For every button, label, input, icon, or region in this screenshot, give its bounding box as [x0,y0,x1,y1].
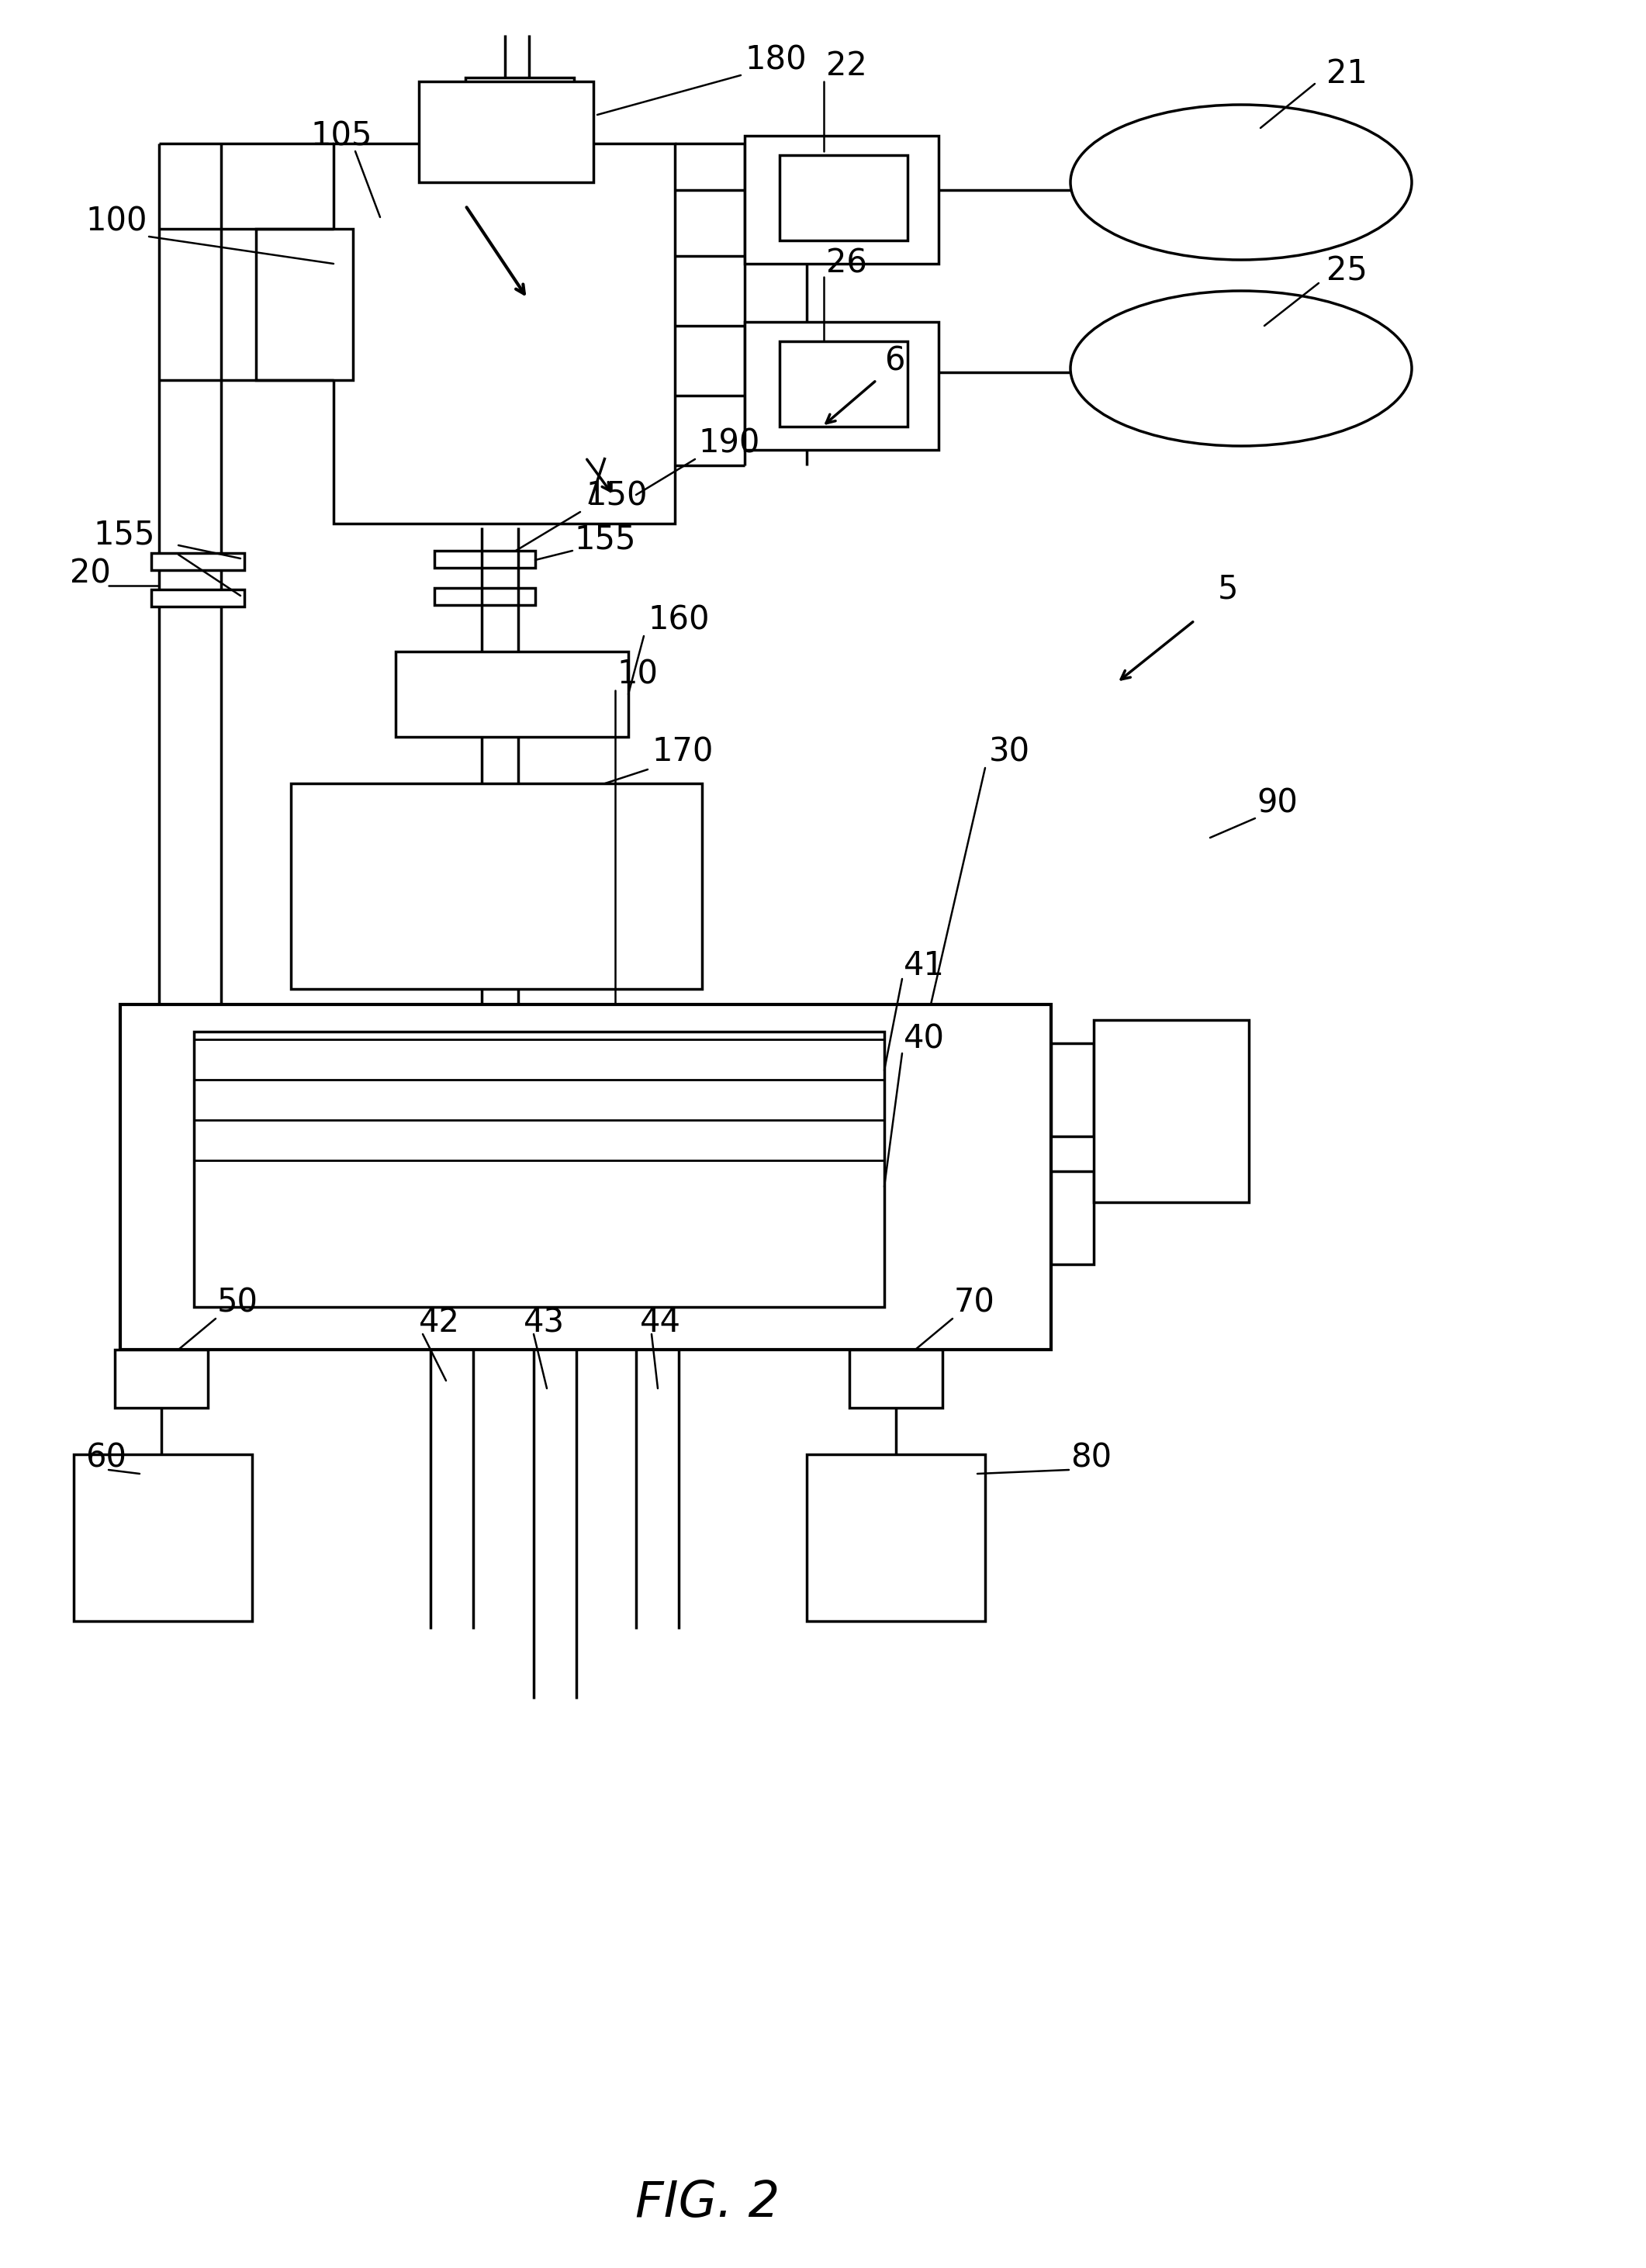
Text: 100: 100 [86,204,146,238]
Text: 22: 22 [826,50,867,82]
Bar [257,229,352,381]
Text: 60: 60 [86,1442,127,1474]
Text: 21: 21 [1327,57,1368,91]
Bar [1052,1043,1093,1136]
Text: 90: 90 [1256,787,1297,819]
Bar [120,1005,1052,1349]
Bar [334,143,675,524]
Text: 50: 50 [217,1286,258,1320]
Text: 180: 180 [744,43,807,77]
Bar [466,77,574,141]
Text: 40: 40 [904,1023,945,1055]
Bar [1052,1170,1093,1263]
Text: 44: 44 [640,1306,681,1338]
Bar [435,587,535,606]
Text: 30: 30 [989,737,1030,769]
Bar [151,553,244,569]
Text: 5: 5 [1218,574,1238,606]
Bar [194,1032,884,1306]
Bar [151,590,244,606]
Text: 190: 190 [698,426,760,460]
Text: 20: 20 [69,558,110,590]
Text: 25: 25 [1327,256,1368,288]
Text: 10: 10 [617,658,658,692]
Text: 42: 42 [418,1306,459,1338]
Text: 43: 43 [523,1306,565,1338]
Text: 155: 155 [574,524,635,556]
Text: 70: 70 [955,1286,996,1320]
Ellipse shape [1070,104,1412,261]
Text: 6: 6 [884,345,905,376]
Bar [1093,1021,1249,1202]
Bar [74,1454,252,1622]
Bar [291,782,701,989]
Bar [744,322,938,449]
Text: 41: 41 [904,950,945,982]
Text: 150: 150 [586,481,647,513]
Bar [435,551,535,567]
Bar [395,651,629,737]
Ellipse shape [1070,290,1412,447]
Text: 26: 26 [826,247,867,279]
Bar [849,1349,943,1408]
Bar [807,1454,984,1622]
Text: 105: 105 [311,120,372,152]
Bar [418,82,594,181]
Text: 155: 155 [94,519,155,551]
Bar [780,340,907,426]
Text: 170: 170 [652,737,713,769]
Text: FIG. 2: FIG. 2 [635,2180,780,2227]
Bar [780,154,907,240]
Text: 160: 160 [647,603,709,637]
Bar [115,1349,207,1408]
Text: 80: 80 [1070,1442,1111,1474]
Bar [744,136,938,263]
